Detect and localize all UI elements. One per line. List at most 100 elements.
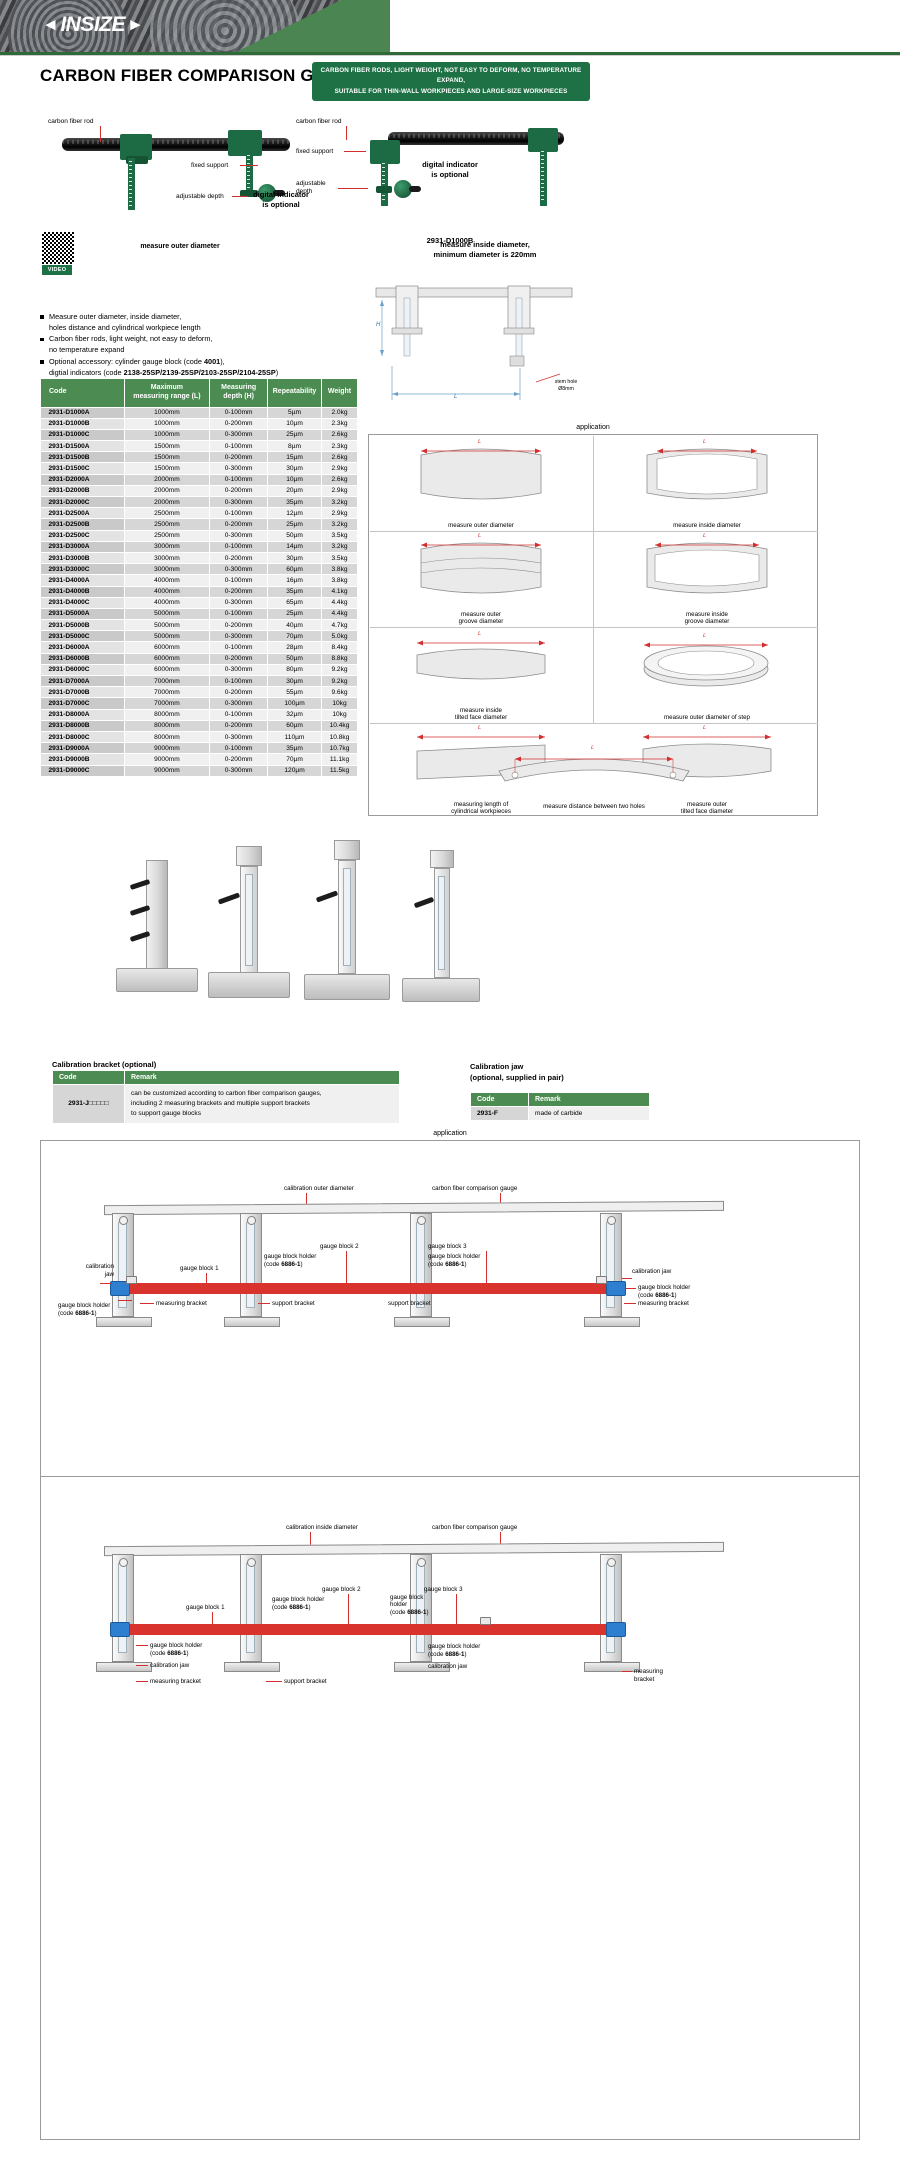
table-row: 2931-D5000C 5000mm 0-300mm 70µm 5.0kg [40, 630, 358, 643]
cell-code: 2931-D1500A [40, 440, 125, 453]
adjustable-depth-foot-right [376, 186, 392, 193]
label-measuring-bracket-left-top: measuring bracket [156, 1300, 207, 1307]
cell-code: 2931-D2500A [40, 507, 125, 520]
leader-rod-left [100, 126, 101, 142]
app-caption: measure outer tilted face diameter [595, 801, 819, 817]
post-foot-left-b [96, 1662, 152, 1672]
cell-value: 3.8kg [321, 563, 358, 576]
leader-measuring-bracket-left-b [136, 1681, 148, 1682]
depth-scale-left [128, 158, 135, 210]
app-cell-inside-tilted-face: L measure inside tilted face diameter [369, 629, 593, 723]
bullet-3-line2-pre: digtial indicators (code [49, 367, 124, 377]
cell-value: 11.1kg [321, 753, 358, 766]
list-item: Measure outer diameter, inside diameter,… [40, 312, 360, 334]
app-caption-l1: measure inside [686, 610, 728, 618]
cell-value: 8.8kg [321, 653, 358, 665]
app-grid-divider-h1 [370, 531, 818, 532]
cell-value: 10µm [267, 474, 323, 486]
calibration-jaw-right-bottom [606, 1622, 626, 1637]
cell-code: 2931-D9000C [40, 765, 125, 777]
cell-value: 4000mm [124, 574, 211, 587]
cell-code: 2931-D6000B [40, 653, 125, 665]
gbhl-code: 6886-1 [167, 1649, 187, 1657]
cell-value: 3000mm [124, 563, 211, 576]
table-row: 2931-D6000B 6000mm 0-200mm 50µm 8.8kg [40, 653, 358, 665]
table-row: 2931-D8000B 8000mm 0-200mm 60µm 10.4kg [40, 720, 358, 732]
cell-value: 30µm [267, 462, 323, 475]
cell-value: 9000mm [124, 742, 211, 755]
gbh-left-code: 6886-1 [75, 1309, 95, 1317]
leader-fixed-support-right [344, 151, 366, 152]
cell-code: 2931-D8000C [40, 731, 125, 744]
model-number: 2931-D1000B [426, 236, 474, 245]
app-shape-groove-outer [420, 542, 542, 594]
cell-value: 1500mm [124, 440, 211, 453]
leader-gauge-block-3-b [456, 1594, 457, 1624]
stem-hole-note-l2: Ø8mm [558, 385, 574, 392]
cell-code: 2931-D8000A [40, 709, 125, 721]
code-indicators: 2138-25SP/2139-25SP/2103-25SP/2104-25SP [123, 367, 276, 377]
cell-value: 8000mm [124, 709, 211, 721]
leader-calibration-jaw-left-b [136, 1665, 148, 1666]
list-item: Optional accessory: cylinder gauge block… [40, 357, 360, 379]
dimension-label-h: H [376, 322, 381, 328]
post-foot-left [96, 1317, 152, 1327]
cell-value: 0-100mm [209, 440, 269, 453]
label-gauge-block-3-top: gauge block 3 [428, 1243, 467, 1250]
cell-value: 4.4kg [321, 608, 358, 621]
indicator-dial-left-bottom [119, 1558, 128, 1567]
leader-measuring-bracket-right [624, 1303, 636, 1304]
indicator-dial-right-top [607, 1216, 616, 1225]
app-dim-label: L [703, 533, 707, 539]
cell-value: 70µm [267, 630, 323, 643]
label-adjustable-depth-right: adjustable [296, 180, 326, 187]
calibration-jaw-title-main: Calibration jaw [470, 1062, 524, 1071]
col-header-weight: Weight [321, 378, 358, 408]
cell-code: 2931-D4000B [40, 586, 125, 598]
indicator-dial-2-top [417, 1216, 426, 1225]
cell-code: 2931-D8000B [40, 720, 125, 732]
table-row: 2931-D1000B 1000mm 0-200mm 10µm 2.3kg [40, 418, 358, 430]
cell-value: 55µm [267, 686, 323, 699]
cell-value: 2.9kg [321, 485, 358, 498]
cell-value: 0-300mm [209, 563, 269, 576]
title-row: CARBON FIBER COMPARISON GAUGES CARBON FI… [0, 58, 900, 102]
label-gauge-block-1-top: gauge block 1 [180, 1265, 219, 1272]
table-row: 2931-D3000A 3000mm 0-100mm 14µm 3.2kg [40, 541, 358, 553]
cell-code: 2931-D2500B [40, 518, 125, 531]
qr-code[interactable] [42, 232, 74, 264]
bottom-application-box [40, 1140, 860, 2140]
bullet-3-line2-tail: ) [275, 367, 279, 377]
gbh-mid-l1: gauge block holder [264, 1253, 317, 1260]
cell-value: 2.3kg [321, 440, 358, 453]
cell-value: 100µm [267, 697, 323, 710]
col-header-max-range: Maximum measuring range (L) [123, 378, 211, 408]
leader-gbh-right [626, 1288, 636, 1289]
video-badge[interactable]: VIDEO [42, 265, 72, 275]
cell-code: 2931-D4000C [40, 597, 125, 609]
cell-value: 0-300mm [209, 597, 269, 609]
col-header-code: Code [40, 378, 125, 408]
app-dim-label: L [478, 533, 482, 539]
cell-value: 0-200mm [209, 586, 269, 598]
cell-code: 2931-D7000C [40, 697, 125, 710]
post-slot-left-b [118, 1563, 127, 1653]
cell-value: 9.6kg [321, 686, 358, 699]
leader-gauge-block-2 [346, 1251, 347, 1283]
cell-value: 0-300mm [209, 697, 269, 710]
cell-value: 1000mm [124, 429, 211, 442]
post-foot-right-b [584, 1662, 640, 1672]
depth-scale-right [381, 160, 388, 206]
cell-value: 9000mm [124, 753, 211, 766]
app-cell-distance-two-holes: L measure distance between two holes [369, 735, 819, 815]
app-cell-measure-outer-diameter: L measure outer diameter [369, 437, 593, 531]
post-foot-2 [394, 1317, 450, 1327]
table-row: 2931-D1500B 1500mm 0-200mm 15µm 2.6kg [40, 451, 358, 464]
leader-gauge-block-2-b [348, 1594, 349, 1624]
label-carbon-fiber-rod-right: carbon fiber rod [296, 118, 342, 125]
cell-code: 2931-D9000B [40, 753, 125, 766]
leader-gauge-block-1 [206, 1273, 207, 1283]
gbh-r2-l1: gauge block holder [428, 1253, 481, 1260]
indicator-dial-left-top [119, 1216, 128, 1225]
bullet-2-line1: Carbon fiber rods, light weight, not eas… [49, 334, 213, 344]
